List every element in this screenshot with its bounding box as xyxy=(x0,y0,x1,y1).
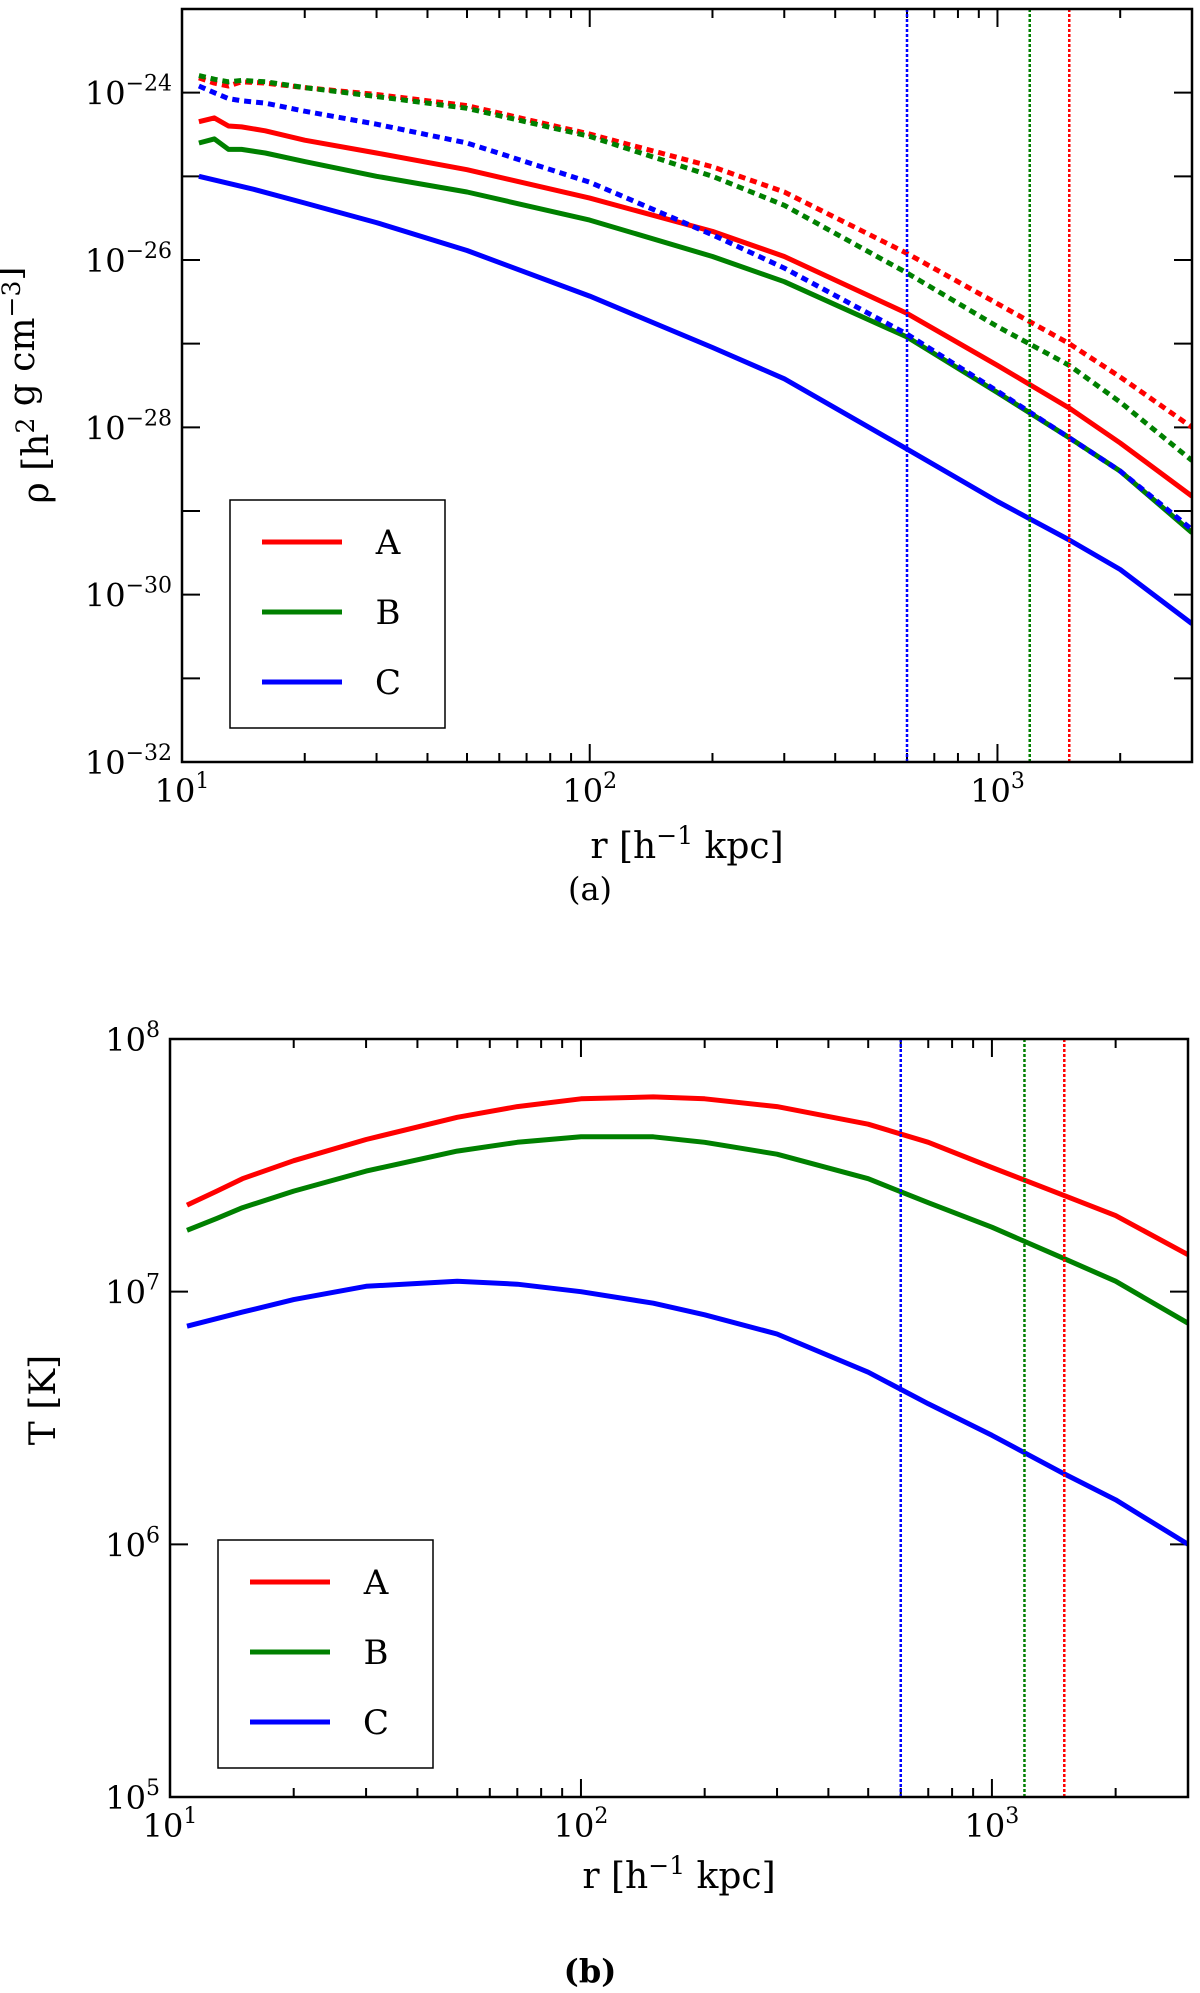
panel-a-x-axis-label: r [h−1 kpc] xyxy=(590,821,783,867)
panel-a-axes-frame xyxy=(180,7,1194,764)
panel-b-series-group xyxy=(185,1094,1188,1547)
panel-b-y-tick-label: 107 xyxy=(105,1271,160,1312)
panel-a-y-axis-label: ρ [h2 g cm−3] xyxy=(0,267,57,504)
panel-a-series-group xyxy=(197,73,1192,626)
panel-b-x-axis-label: r [h−1 kpc] xyxy=(582,1851,775,1897)
panel-b-y-tick-label: 108 xyxy=(105,1018,160,1059)
panel-b-series-A-solid xyxy=(185,1094,1188,1257)
panel-b-legend-label-B: B xyxy=(364,1633,389,1673)
panel-a-legend-label-A: A xyxy=(375,523,401,563)
panel-b-caption: (b) xyxy=(564,1952,617,1990)
panel-a-legend-label-B: B xyxy=(376,593,401,633)
panel-a-series-A-solid xyxy=(198,115,1192,499)
panel-b-axes-frame xyxy=(168,1037,1190,1799)
panel-b-series-B-solid xyxy=(186,1134,1188,1326)
panel-a-y-tick-label: 10−32 xyxy=(85,741,172,782)
panel-a-legend: ABC xyxy=(229,499,446,729)
panel-b-series-C-solid xyxy=(186,1278,1188,1547)
panel-b-y-axis-label: T [K] xyxy=(23,1355,64,1445)
panel-b-legend: ABC xyxy=(217,1539,434,1769)
panel-a-y-tick-label: 10−28 xyxy=(85,406,172,447)
panel-a-x-tick-label: 101 xyxy=(155,769,210,810)
panel-a-y-tick-label: 10−24 xyxy=(85,72,172,113)
panel-b-legend-label-C: C xyxy=(363,1703,389,1743)
panel-a-y-tick-label: 10−30 xyxy=(85,574,172,615)
panel-b-x-tick-label: 103 xyxy=(965,1804,1020,1845)
panel-a-series-A-dotted xyxy=(198,75,1192,430)
panel-a-x-tick-label: 102 xyxy=(562,769,617,810)
panel-a-series-B-dotted xyxy=(198,73,1192,463)
panel-a-x-tick-label: 103 xyxy=(970,769,1025,810)
panel-a-caption: (a) xyxy=(568,870,612,908)
panel-a-series-C-dotted xyxy=(197,83,1192,532)
panel-b-legend-label-A: A xyxy=(363,1563,389,1603)
panel-b-x-tick-label: 101 xyxy=(143,1804,198,1845)
panel-b-x-tick-label: 102 xyxy=(554,1804,609,1845)
panel-a-y-tick-label: 10−26 xyxy=(85,239,172,280)
panel-a-series-B-solid xyxy=(198,136,1192,535)
panel-b-y-tick-label: 105 xyxy=(105,1776,160,1817)
panel-a-legend-label-C: C xyxy=(375,663,401,703)
panel-b-y-tick-label: 106 xyxy=(105,1523,160,1564)
